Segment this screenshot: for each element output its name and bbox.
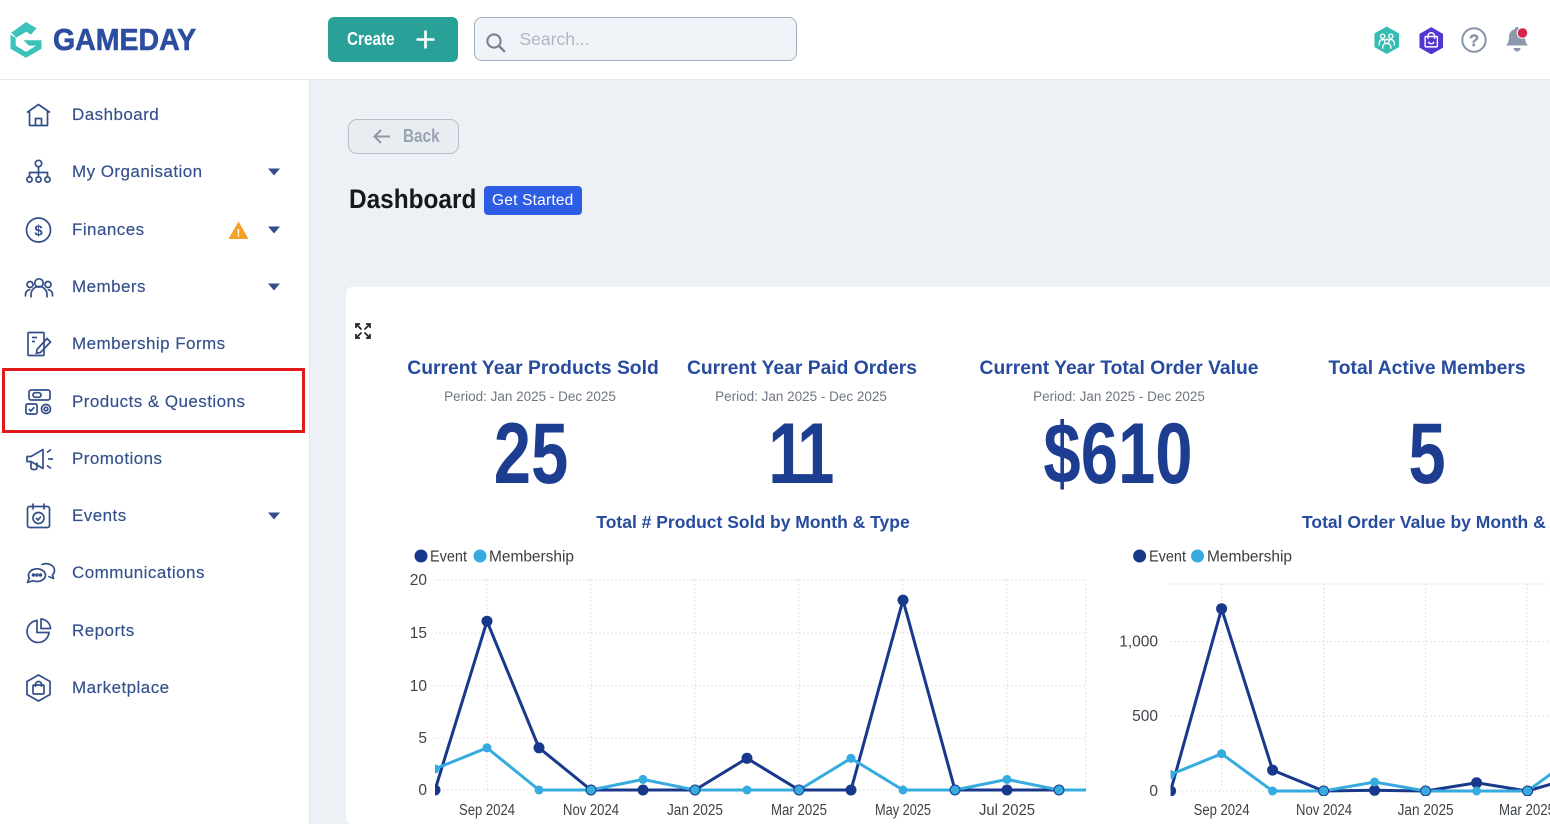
svg-text:Jul 2025: Jul 2025 bbox=[979, 802, 1035, 819]
svg-text:Jan 2025: Jan 2025 bbox=[667, 802, 723, 819]
svg-text:1,000: 1,000 bbox=[1119, 634, 1158, 651]
svg-text:Sep 2024: Sep 2024 bbox=[1194, 802, 1250, 819]
svg-text:Total Order Value by Month & T: Total Order Value by Month & Type bbox=[1302, 512, 1550, 532]
svg-text:$: $ bbox=[34, 222, 43, 239]
svg-text:Sep 2024: Sep 2024 bbox=[459, 802, 515, 819]
svg-text:Event: Event bbox=[1149, 549, 1187, 566]
svg-text:Mar 2025: Mar 2025 bbox=[1499, 802, 1550, 819]
svg-text:?: ? bbox=[1469, 32, 1479, 50]
svg-text:20: 20 bbox=[410, 572, 428, 589]
svg-text:Event: Event bbox=[430, 549, 468, 566]
svg-text:!: ! bbox=[237, 227, 241, 239]
svg-text:500: 500 bbox=[1132, 708, 1158, 725]
svg-text:0: 0 bbox=[418, 782, 427, 799]
svg-text:10: 10 bbox=[410, 678, 428, 695]
svg-text:Mar 2025: Mar 2025 bbox=[771, 802, 827, 819]
svg-text:May 2025: May 2025 bbox=[875, 802, 931, 819]
svg-text:Jan 2025: Jan 2025 bbox=[1398, 802, 1454, 819]
svg-text:Membership: Membership bbox=[489, 549, 574, 566]
svg-text:5: 5 bbox=[418, 730, 427, 747]
svg-text:15: 15 bbox=[410, 625, 427, 642]
svg-text:0: 0 bbox=[1149, 783, 1158, 800]
svg-text:Nov 2024: Nov 2024 bbox=[1296, 802, 1352, 819]
svg-text:Membership: Membership bbox=[1207, 549, 1292, 566]
svg-text:Total # Product Sold by Month: Total # Product Sold by Month & Type bbox=[596, 512, 910, 532]
svg-text:Nov 2024: Nov 2024 bbox=[563, 802, 619, 819]
